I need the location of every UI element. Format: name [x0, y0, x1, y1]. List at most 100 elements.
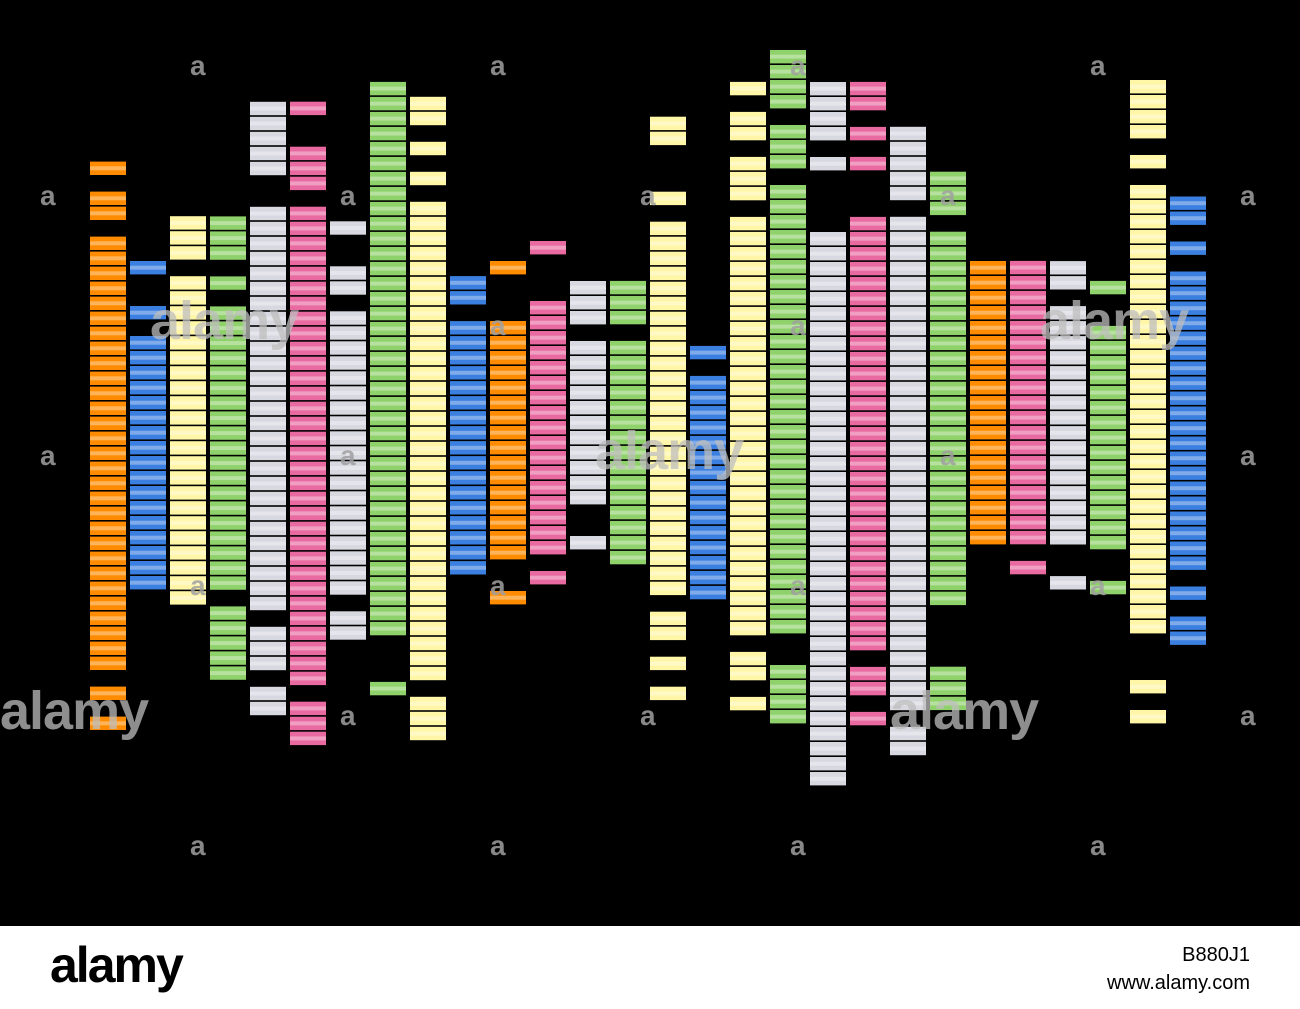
segment-highlight: [250, 391, 286, 396]
equalizer-segment: [730, 276, 766, 291]
segment-highlight: [330, 571, 366, 575]
equalizer-segment: [90, 506, 126, 520]
equalizer-segment: [1130, 515, 1166, 529]
equalizer-segment: [850, 96, 886, 111]
segment-highlight: [650, 286, 686, 291]
segment-highlight: [730, 536, 766, 541]
equalizer-segment: [1130, 710, 1166, 724]
segment-highlight: [250, 481, 286, 486]
segment-highlight: [970, 370, 1006, 375]
equalizer-segment: [930, 336, 966, 351]
equalizer-segment: [810, 412, 846, 426]
segment-highlight: [290, 271, 326, 276]
equalizer-segment: [410, 576, 446, 591]
equalizer-segment: [330, 626, 366, 640]
equalizer-segment: [1050, 396, 1086, 410]
equalizer-segment: [690, 510, 726, 525]
segment-highlight: [1170, 561, 1206, 566]
segment-highlight: [530, 500, 566, 505]
equalizer-segment: [930, 321, 966, 336]
equalizer-segment: [1170, 541, 1206, 555]
segment-highlight: [650, 541, 686, 546]
segment-highlight: [930, 686, 966, 691]
equalizer-segment: [90, 521, 126, 535]
equalizer-segment: [1050, 486, 1086, 500]
segment-highlight: [530, 470, 566, 475]
segment-highlight: [690, 530, 726, 535]
equalizer-segment: [210, 606, 246, 620]
segment-highlight: [370, 371, 406, 376]
equalizer-segment: [890, 546, 926, 561]
segment-highlight: [650, 361, 686, 366]
equalizer-segment: [690, 420, 726, 435]
segment-highlight: [450, 550, 486, 555]
equalizer-segment: [1170, 451, 1206, 465]
equalizer-segment: [930, 531, 966, 546]
equalizer-segment: [410, 441, 446, 456]
equalizer-segment: [330, 611, 366, 625]
segment-highlight: [490, 325, 526, 330]
segment-highlight: [770, 699, 806, 704]
segment-highlight: [290, 181, 326, 186]
segment-highlight: [770, 144, 806, 149]
segment-highlight: [730, 431, 766, 436]
segment-highlight: [810, 386, 846, 391]
equalizer-segment: [770, 65, 806, 79]
equalizer-segment: [650, 611, 686, 626]
segment-highlight: [130, 430, 166, 435]
equalizer-segment: [850, 321, 886, 336]
segment-highlight: [1130, 399, 1166, 404]
segment-highlight: [650, 586, 686, 591]
equalizer-segment: [650, 566, 686, 581]
segment-highlight: [130, 460, 166, 465]
segment-highlight: [850, 611, 886, 616]
equalizer-segment: [410, 141, 446, 156]
equalizer-segment: [1130, 305, 1166, 319]
segment-highlight: [370, 476, 406, 481]
equalizer-segment: [530, 526, 566, 540]
equalizer-segment: [490, 396, 526, 410]
equalizer-segment: [170, 366, 206, 380]
segment-highlight: [930, 266, 966, 271]
equalizer-segment: [850, 426, 886, 441]
segment-highlight: [490, 475, 526, 480]
equalizer-segment: [290, 521, 326, 536]
segment-highlight: [410, 611, 446, 616]
equalizer-segment: [730, 501, 766, 516]
equalizer-segment: [690, 390, 726, 405]
equalizer-segment: [850, 516, 886, 531]
segment-highlight: [370, 281, 406, 286]
equalizer-segment: [410, 426, 446, 441]
equalizer-segment: [650, 401, 686, 416]
equalizer-segment: [370, 396, 406, 411]
equalizer-segment: [690, 585, 726, 600]
segment-highlight: [490, 400, 526, 405]
segment-highlight: [1090, 420, 1126, 425]
equalizer-segment: [770, 620, 806, 634]
segment-highlight: [690, 560, 726, 565]
segment-highlight: [370, 176, 406, 181]
segment-highlight: [810, 776, 846, 781]
segment-highlight: [890, 626, 926, 631]
segment-highlight: [810, 656, 846, 661]
segment-highlight: [1090, 330, 1126, 335]
equalizer-segment: [90, 191, 126, 205]
segment-highlight: [850, 236, 886, 241]
equalizer-segment: [1130, 455, 1166, 469]
equalizer-segment: [290, 161, 326, 176]
segment-highlight: [890, 686, 926, 691]
segment-highlight: [1010, 505, 1046, 510]
equalizer-segment: [370, 486, 406, 501]
equalizer-segment: [930, 171, 966, 186]
equalizer-segment: [570, 311, 606, 325]
segment-highlight: [530, 395, 566, 400]
equalizer-segment: [330, 521, 366, 535]
segment-highlight: [1010, 430, 1046, 435]
equalizer-column: [490, 261, 526, 605]
equalizer-segment: [570, 296, 606, 310]
equalizer-segment: [90, 401, 126, 415]
segment-highlight: [970, 280, 1006, 285]
segment-highlight: [770, 84, 806, 89]
equalizer-segment: [290, 731, 326, 746]
segment-highlight: [410, 386, 446, 391]
